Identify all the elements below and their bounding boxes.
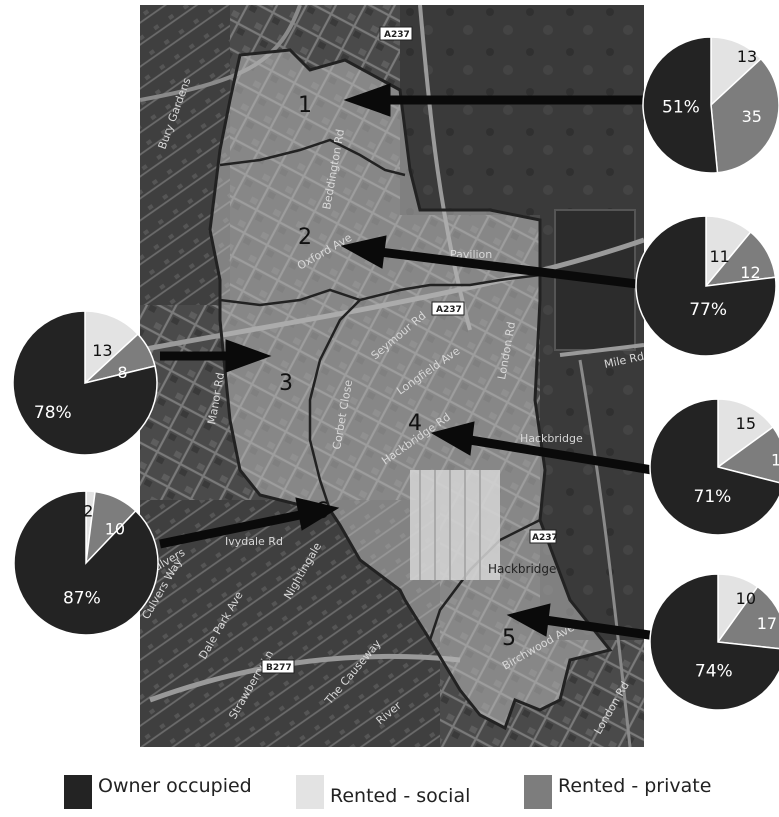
arrows — [159, 83, 657, 641]
slice-owner-occupied — [13, 490, 159, 636]
pie-label-owner: 51% — [662, 97, 700, 117]
pie-label-private: 10 — [105, 519, 125, 538]
slice-rented-social — [717, 398, 775, 469]
pie-label-owner: 74% — [695, 662, 733, 682]
road-tag-box — [379, 26, 413, 41]
pie-area-4: 71% 15 14 — [649, 398, 779, 536]
slice-rented-private — [716, 585, 779, 650]
pie-label-social: 13 — [737, 47, 757, 66]
pie-area-2: 77% 11 12 — [635, 215, 777, 357]
slice-rented-private — [710, 57, 779, 174]
street-label: Ivydale Rd — [225, 535, 283, 548]
area-number-4: 4 — [408, 411, 422, 436]
pie-label-social: 13 — [92, 341, 112, 360]
slice-rented-social — [710, 36, 763, 107]
legend-label-owner: Owner occupied — [98, 775, 252, 797]
study-area — [208, 48, 613, 731]
arrow-area-1 — [343, 83, 645, 117]
road-tag-box — [261, 659, 295, 674]
slice-owner-occupied — [649, 573, 779, 711]
slice-rented-social — [84, 310, 139, 385]
legend-swatch-owner — [64, 775, 92, 809]
legend-swatch-private — [524, 775, 552, 809]
area-number-3: 3 — [279, 371, 293, 396]
pie-label-private: 12 — [740, 263, 760, 282]
legend-swatch-social — [296, 775, 324, 809]
pie-label-private: 14 — [771, 451, 779, 470]
road-tag: A237 — [436, 305, 462, 315]
street-label: Hackbridge — [520, 432, 583, 445]
road-tag-box — [529, 529, 557, 544]
legend-rented-social: Rented - social — [296, 775, 470, 809]
slice-owner-occupied — [642, 36, 719, 174]
arrow-area-5 — [506, 603, 657, 641]
pie-label-owner: 71% — [694, 487, 732, 507]
road-tags: A237 A237 B277 A237 — [261, 26, 558, 674]
road-tag: B277 — [266, 663, 292, 673]
pie-label-owner: 77% — [689, 300, 727, 320]
legend-rented-private: Rented - private — [524, 775, 711, 809]
street-label: Hackbridge — [488, 562, 556, 576]
slice-rented-private — [716, 425, 779, 484]
arrow-area-3 — [160, 339, 272, 373]
pie-label-social: 15 — [736, 414, 756, 433]
arrow-area-2 — [340, 235, 646, 290]
pie-label-private: 8 — [117, 363, 127, 382]
slice-owner-occupied — [12, 310, 158, 456]
pie-area-1: 51% 13 35 — [642, 36, 779, 174]
arrow-area-4 — [430, 421, 653, 475]
area-number-2: 2 — [298, 225, 312, 250]
road-tag: A237 — [532, 533, 558, 543]
legend-label-social: Rented - social — [330, 785, 471, 807]
pie-label-social: 2 — [83, 501, 93, 520]
pie-label-private: 17 — [757, 614, 777, 633]
area-number-1: 1 — [298, 93, 312, 118]
legend-label-private: Rented - private — [558, 775, 712, 797]
pie-area-3: 78% 13 8 — [12, 310, 158, 456]
road-tag: A237 — [384, 30, 410, 40]
pie-label-social: 10 — [736, 589, 756, 608]
area-number-5: 5 — [502, 626, 516, 651]
arrow-area-6 — [159, 497, 340, 549]
road-tag-box — [431, 301, 465, 316]
legend-owner-occupied: Owner occupied — [64, 775, 252, 809]
pie-label-social: 11 — [710, 247, 730, 266]
pie-label-owner: 78% — [34, 403, 72, 423]
slice-owner-occupied — [635, 215, 777, 357]
pie-area-6: 87% 2 10 — [13, 490, 159, 636]
pie-label-owner: 87% — [63, 589, 101, 609]
pie-label-private: 35 — [742, 107, 762, 126]
slice-owner-occupied — [649, 398, 779, 536]
